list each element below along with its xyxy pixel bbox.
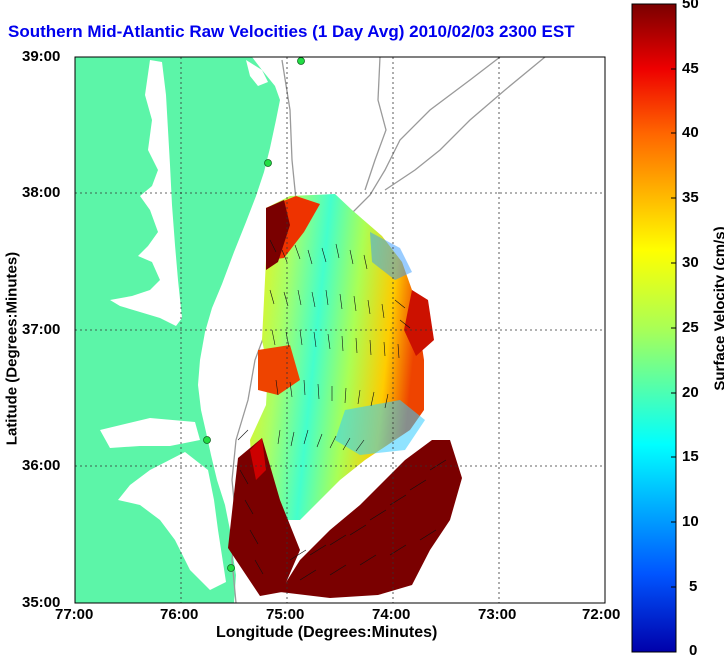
- plot-frame: [74, 56, 606, 604]
- station-marker: [264, 159, 272, 167]
- x-axis-label: Longitude (Degrees:Minutes): [216, 624, 438, 641]
- lon-tick: 76:00: [160, 606, 199, 623]
- colorbar-tick: 5: [689, 578, 698, 595]
- colorbar-tick: 50: [682, 0, 699, 12]
- radar-stations: [203, 57, 305, 572]
- station-marker: [297, 57, 305, 65]
- colorbar-tick: 40: [682, 124, 699, 141]
- colorbar-tick: 15: [682, 448, 699, 465]
- lon-tick: 75:00: [266, 606, 305, 623]
- station-marker: [227, 564, 235, 572]
- lat-tick: 38:00: [22, 184, 61, 201]
- colorbar-ticks: [671, 3, 676, 653]
- land-mainland: [75, 57, 280, 603]
- colorbar-tick: 20: [682, 384, 699, 401]
- colorbar-tick: 30: [682, 254, 699, 271]
- colorbar-tick: 10: [682, 513, 699, 530]
- colorbar-tick: 35: [682, 189, 699, 206]
- delaware-bay: [246, 60, 268, 86]
- lon-tick: 72:00: [582, 606, 621, 623]
- lon-tick: 77:00: [55, 606, 94, 623]
- map-title: Southern Mid-Atlantic Raw Velocities (1 …: [8, 22, 575, 41]
- pamlico-sound: [118, 452, 226, 590]
- lat-tick: 37:00: [22, 321, 61, 338]
- colorbar-tick: 45: [682, 60, 699, 77]
- grid-lines: [75, 57, 605, 603]
- lat-tick: 39:00: [22, 48, 61, 65]
- velocity-field: [228, 194, 462, 598]
- velocity-vectors: [237, 239, 447, 581]
- colorbar: [631, 3, 677, 653]
- colorbar-label: Surface Velocity (cm/s): [711, 226, 724, 391]
- albemarle-sound: [100, 418, 200, 448]
- lat-tick: 35:00: [22, 594, 61, 611]
- y-axis-label: Latitude (Degrees:Minutes): [3, 251, 21, 446]
- station-marker: [203, 436, 211, 444]
- lon-tick: 74:00: [372, 606, 411, 623]
- colorbar-tick: 0: [689, 642, 698, 659]
- colorbar-tick: 25: [682, 319, 699, 336]
- lat-tick: 36:00: [22, 457, 61, 474]
- land-delmarva: [160, 58, 250, 318]
- lon-tick: 73:00: [478, 606, 517, 623]
